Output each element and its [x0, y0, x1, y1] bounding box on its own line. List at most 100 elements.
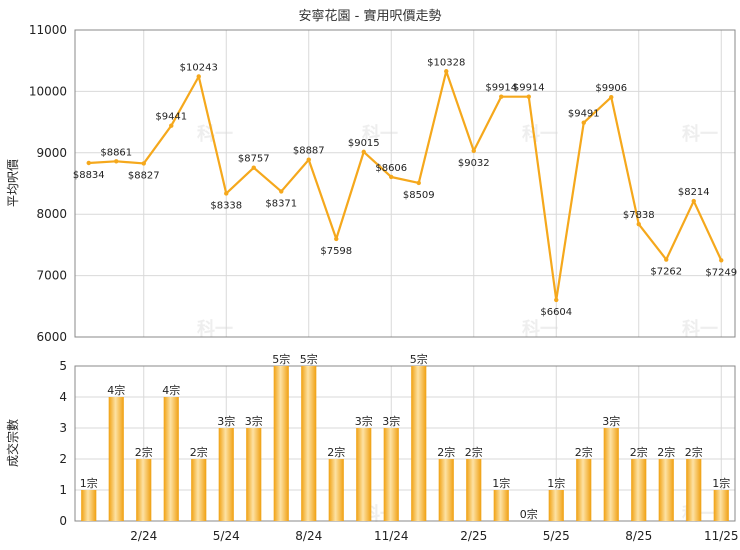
volume-plot-frame [74, 365, 736, 522]
price-point [719, 258, 724, 263]
volume-bar [356, 428, 372, 521]
price-data-label: $8509 [403, 190, 435, 201]
price-data-label: $7249 [705, 267, 737, 278]
price-data-label: $9914 [485, 83, 517, 94]
volume-bar [246, 428, 262, 521]
volume-bar-label: 3宗 [217, 414, 235, 428]
x-tick-label: 11/24 [374, 529, 409, 543]
label-layer: 6000 7000 8000 9000 10000 11000 0 1 2 3 4 5 2/24 5/24… [29, 23, 739, 543]
volume-bar [493, 490, 509, 521]
price-point [389, 174, 394, 180]
price-point [664, 257, 669, 262]
price-point [279, 189, 284, 194]
price-point [306, 157, 311, 162]
volume-bar [81, 490, 97, 521]
volume-bar [136, 459, 152, 521]
watermark-text: 科一 [197, 123, 233, 145]
price-data-label: $7262 [650, 267, 682, 278]
x-tick-label: 8/25 [625, 529, 652, 543]
volume-bar-label: 5宗 [300, 352, 318, 366]
volume-bar [273, 366, 289, 521]
volume-bar-label: 3宗 [355, 414, 373, 428]
price-point [416, 180, 421, 186]
volume-bar [438, 459, 454, 521]
volume-bar [713, 490, 729, 521]
price-point [169, 123, 174, 128]
volume-bar-label: 5宗 [410, 352, 428, 366]
x-tick-label: 5/25 [543, 529, 570, 543]
volume-y-axis-label: 成交宗數 [5, 419, 20, 467]
volume-bar-label: 2宗 [465, 445, 483, 459]
volume-bar [576, 459, 592, 521]
price-point [554, 297, 559, 303]
price-point [444, 69, 449, 74]
volume-bar-label: 2宗 [437, 445, 455, 459]
price-data-label: $7838 [623, 210, 655, 221]
volume-bar-label: 1宗 [80, 476, 98, 490]
volume-bar [658, 459, 674, 521]
price-y-axis-label: 平均呎價 [6, 159, 20, 207]
price-data-label: $9032 [458, 158, 490, 169]
volume-y-tick-label: 2 [59, 452, 67, 466]
volume-bar [383, 428, 399, 521]
watermark-text: 科一 [682, 318, 718, 340]
price-data-label: $9491 [568, 109, 600, 120]
volume-y-tick-label: 4 [59, 390, 67, 404]
price-y-tick-label: 7000 [36, 269, 67, 283]
price-data-label: $7598 [320, 246, 352, 257]
volume-bar [163, 397, 179, 521]
x-tick-label: 2/25 [460, 529, 487, 543]
volume-bar-label: 1宗 [492, 476, 510, 490]
bar-layer [81, 366, 729, 521]
volume-bar [686, 459, 702, 521]
price-point [471, 148, 476, 154]
volume-y-tick-label: 1 [59, 483, 67, 497]
price-point [141, 161, 146, 166]
price-data-label: $10243 [180, 62, 218, 73]
price-data-label: $8861 [100, 147, 132, 158]
x-tick-label: 11/25 [704, 529, 739, 543]
price-point [361, 149, 366, 155]
volume-bar [328, 459, 344, 521]
price-point [581, 120, 586, 125]
volume-bar-label: 4宗 [162, 383, 180, 397]
volume-bar [218, 428, 234, 521]
price-y-tick-label: 10000 [29, 84, 67, 98]
price-y-tick-label: 9000 [36, 146, 67, 160]
watermark-text: 科一 [362, 123, 398, 145]
volume-bar-label: 2宗 [630, 445, 648, 459]
price-point [224, 191, 229, 196]
volume-bar-label: 2宗 [190, 445, 208, 459]
volume-bar-label: 5宗 [272, 352, 290, 366]
volume-bar-label: 2宗 [657, 445, 675, 459]
volume-bar-label: 0宗 [520, 507, 538, 521]
volume-y-tick-label: 0 [59, 514, 67, 528]
volume-bar-label: 3宗 [382, 414, 400, 428]
price-y-tick-label: 8000 [36, 207, 67, 221]
volume-bar [631, 459, 647, 521]
price-data-label: $9015 [348, 138, 380, 149]
price-data-label: $10328 [427, 57, 465, 68]
price-data-label: $8827 [128, 170, 160, 181]
price-data-label: $9914 [513, 83, 545, 94]
x-tick-label: 2/24 [130, 529, 157, 543]
price-data-label: $8757 [238, 154, 270, 165]
price-plot-frame [74, 29, 736, 338]
price-data-label: $8887 [293, 146, 325, 157]
price-data-label: $6604 [540, 307, 572, 318]
price-data-label: $8371 [265, 198, 297, 209]
price-data-label: $8214 [678, 187, 710, 198]
price-point [251, 165, 256, 170]
price-point [636, 221, 641, 227]
volume-bar-label: 3宗 [245, 414, 263, 428]
volume-bar-label: 2宗 [575, 445, 593, 459]
volume-bar-label: 2宗 [135, 445, 153, 459]
price-series-line [88, 70, 723, 302]
volume-y-tick-label: 5 [59, 359, 67, 373]
volume-bar-label: 3宗 [602, 414, 620, 428]
chart-title: 安寧花園 - 實用呎價走勢 [299, 8, 442, 24]
watermark-text: 科一 [522, 123, 558, 145]
volume-bar-label: 2宗 [327, 445, 345, 459]
volume-bar [548, 490, 564, 521]
volume-bar-label: 1宗 [712, 476, 730, 490]
